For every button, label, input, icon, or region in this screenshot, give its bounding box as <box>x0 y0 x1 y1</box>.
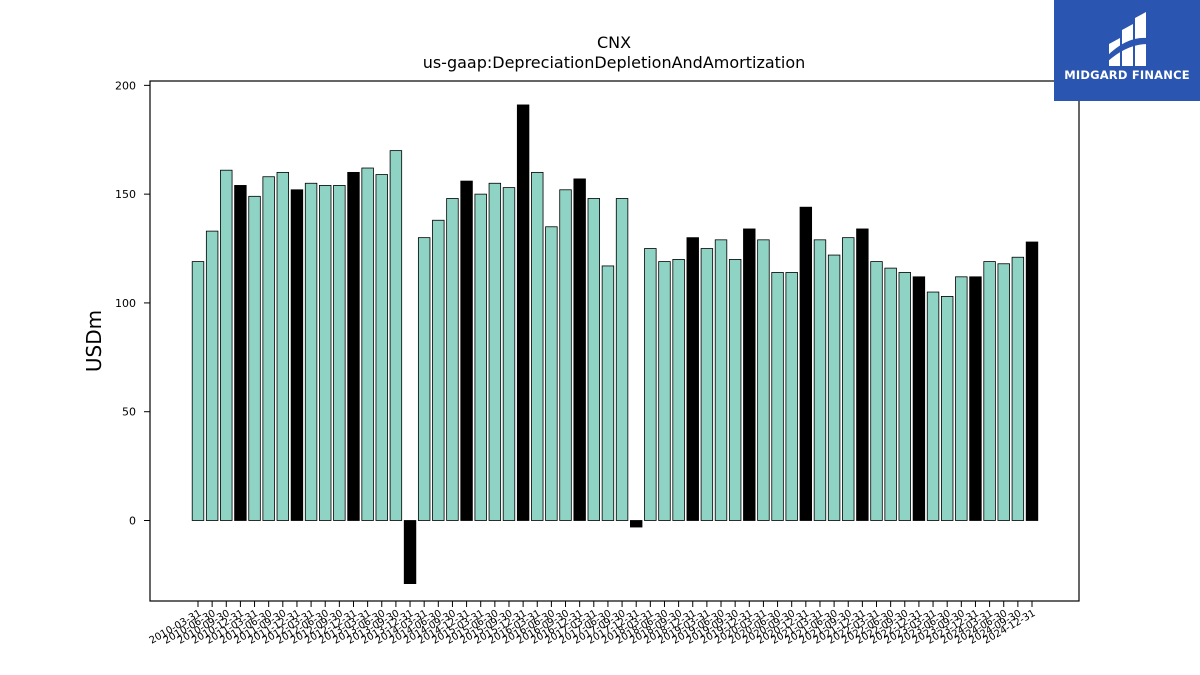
bar-2012-09-30 <box>333 185 346 521</box>
bar-2012-12-31 <box>347 171 360 521</box>
bar-2022-12-31 <box>912 276 926 521</box>
bar-2023-03-31 <box>926 291 940 521</box>
bar-2012-03-31 <box>304 182 318 521</box>
bar-2010-12-31 <box>234 185 247 521</box>
bar-2023-06-30 <box>940 295 954 521</box>
bar-2011-09-30 <box>276 171 290 521</box>
chart-title: CNX <box>597 33 631 52</box>
bar-2016-06-30 <box>545 226 558 521</box>
bar-2010-06-30 <box>205 230 219 521</box>
bar-2010-03-31 <box>191 261 205 521</box>
y-tick-label: 100 <box>115 297 136 310</box>
bar-2013-03-31 <box>361 167 374 521</box>
bar-2024-06-30 <box>997 263 1010 521</box>
bar-2018-03-31 <box>644 248 657 521</box>
bar-2019-03-31 <box>700 248 714 521</box>
bar-2012-06-30 <box>319 185 332 521</box>
bar-2011-03-31 <box>248 195 261 521</box>
x-axis: 2010-03-312010-06-302010-09-302010-12-31… <box>148 601 1038 647</box>
chart-subtitle: us-gaap:DepreciationDepletionAndAmortiza… <box>423 53 806 72</box>
bar-2021-06-30 <box>827 254 841 521</box>
bar-2015-12-31 <box>516 104 530 521</box>
y-tick-label: 50 <box>122 406 136 419</box>
plot-frame <box>149 80 1080 602</box>
y-axis-label: USDm <box>82 310 106 372</box>
bar-2011-06-30 <box>262 176 275 521</box>
bar-2018-12-31 <box>686 237 699 521</box>
bar-2017-09-30 <box>615 198 629 521</box>
y-tick-label: 200 <box>115 79 136 92</box>
bar-2016-03-31 <box>531 171 544 521</box>
bar-2019-09-30 <box>728 259 742 521</box>
bar-2014-06-30 <box>432 219 445 521</box>
bar-2010-09-30 <box>220 169 233 521</box>
bar-2017-03-31 <box>587 198 600 521</box>
bar-2024-12-31 <box>1025 241 1039 521</box>
bar-2023-09-30 <box>955 276 968 521</box>
bar-2020-09-30 <box>785 272 798 521</box>
bar-2014-12-31 <box>460 180 473 521</box>
bar-2015-06-30 <box>488 182 502 521</box>
logo-mark-icon <box>1107 12 1148 66</box>
bar-2019-06-30 <box>714 239 728 521</box>
bar-2014-03-31 <box>417 237 431 521</box>
y-tick-label: 150 <box>115 188 136 201</box>
bar-2015-09-30 <box>502 187 516 521</box>
bar-2017-06-30 <box>601 265 615 521</box>
bar-2022-09-30 <box>898 272 911 521</box>
bar-2024-03-31 <box>983 261 996 521</box>
logo-text: MIDGARD FINANCE <box>1064 68 1190 82</box>
bar-2020-06-30 <box>771 272 784 521</box>
bar-2016-09-30 <box>559 189 572 521</box>
bar-2015-03-31 <box>474 193 487 521</box>
bar-2023-12-31 <box>969 276 982 521</box>
bar-2011-12-31 <box>290 189 304 521</box>
bar-2020-03-31 <box>757 239 770 521</box>
bar-2013-09-30 <box>389 150 403 521</box>
bar-2022-03-31 <box>870 261 883 521</box>
bar-2017-12-31 <box>630 520 643 528</box>
bar-2016-12-31 <box>573 178 586 521</box>
bars <box>191 104 1039 584</box>
bar-2013-06-30 <box>375 174 388 521</box>
midgard-finance-logo: MIDGARD FINANCE <box>1054 0 1200 101</box>
bar-2019-12-31 <box>743 228 756 521</box>
y-tick-label: 0 <box>129 514 136 527</box>
bar-2020-12-31 <box>799 206 813 521</box>
bar-2018-09-30 <box>672 259 685 521</box>
bar-2021-03-31 <box>813 239 827 521</box>
bar-2021-09-30 <box>842 237 855 521</box>
bar-2013-12-31 <box>403 520 417 584</box>
bar-2024-09-30 <box>1011 256 1025 521</box>
bar-2014-09-30 <box>446 198 459 521</box>
bar-2018-06-30 <box>658 261 671 521</box>
bar-2021-12-31 <box>856 228 869 521</box>
y-axis: 0 50 100 150 200 <box>115 79 150 527</box>
bar-2022-06-30 <box>884 267 897 521</box>
